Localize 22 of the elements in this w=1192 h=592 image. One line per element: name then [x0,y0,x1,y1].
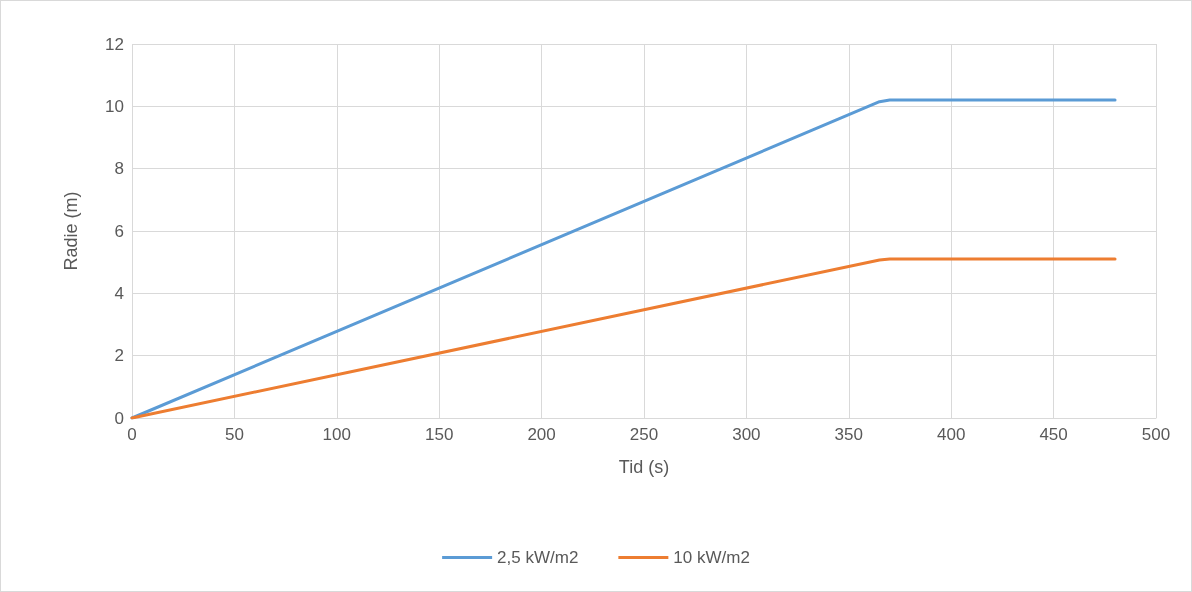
y-tick-label: 0 [114,408,124,428]
x-tick-label: 0 [127,425,137,444]
y-tick-label: 8 [114,159,124,179]
y-axis-title: Radie (m) [61,191,81,271]
x-tick-label: 400 [937,425,966,444]
y-tick-label: 10 [105,96,124,116]
legend-label: 2,5 kW/m2 [497,548,579,567]
x-tick-label: 450 [1039,425,1068,444]
x-tick-label: 300 [732,425,761,444]
x-tick-label: 200 [527,425,556,444]
y-tick-label: 6 [114,221,124,241]
x-tick-label: 50 [224,425,244,444]
x-tick-label: 150 [425,425,454,444]
y-tick-label: 2 [114,346,124,366]
y-tick-label: 4 [114,283,124,303]
x-tick-label: 100 [322,425,351,444]
x-axis-title: Tid (s) [618,457,670,477]
x-tick-label: 350 [834,425,863,444]
y-tick-label: 12 [105,34,124,54]
legend-label: 10 kW/m2 [673,548,750,567]
x-tick-label: 500 [1141,425,1171,444]
x-tick-label: 250 [629,425,659,444]
